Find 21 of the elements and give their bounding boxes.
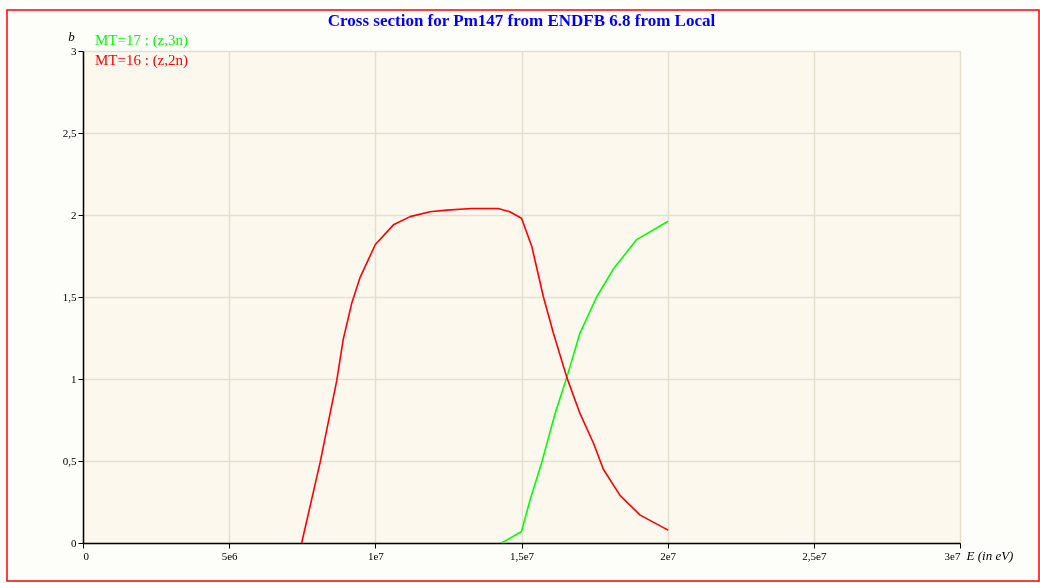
y-tick-label: 0,5	[62, 454, 77, 467]
x-tick-label: 2e7	[660, 549, 677, 562]
x-tick-label: 1,5e7	[509, 549, 535, 562]
x-tick-label: 1e7	[367, 549, 385, 562]
line-series	[500, 220, 669, 543]
y-tick-label: 2	[71, 208, 77, 221]
x-tick-label: 0	[83, 549, 90, 562]
chart-title: Cross section for Pm147 from ENDFB 6.8 from Local	[327, 11, 716, 31]
y-tick-label: 2,5	[62, 126, 77, 139]
x-tick-label: 2,5e7	[802, 549, 827, 562]
y-tick-label: 0	[71, 536, 77, 549]
x-axis-title: E (in eV)	[965, 547, 1014, 563]
text: MT=17 : (z,3n)	[95, 32, 189, 49]
x-tick-label: 5e6	[221, 549, 239, 562]
text: MT=16 : (z,2n)	[95, 52, 189, 69]
y-axis-title: b	[68, 28, 76, 44]
line-series	[300, 207, 669, 543]
x-tick-label: 3e7	[944, 549, 961, 562]
y-tick-label: 3	[71, 44, 77, 57]
y-tick-label: 1,5	[62, 290, 77, 303]
y-tick-label: 1	[71, 372, 77, 385]
